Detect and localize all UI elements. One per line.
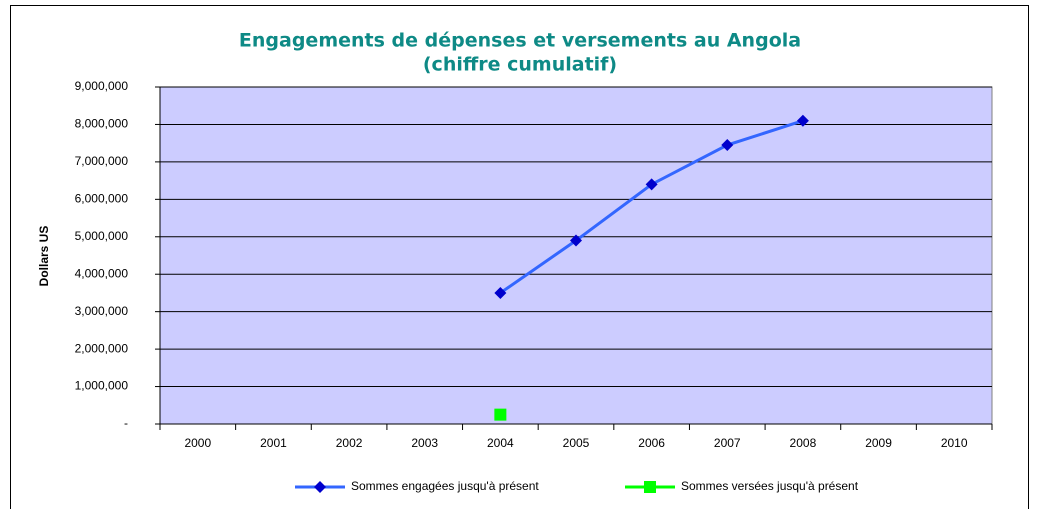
chart-title: (chiffre cumulatif) xyxy=(423,54,617,76)
y-tick-label: 7,000,000 xyxy=(75,154,129,168)
legend-label: Sommes versées jusqu'à présent xyxy=(681,479,859,493)
x-tick-label: 2009 xyxy=(865,436,892,450)
legend-marker xyxy=(644,481,656,493)
x-tick-label: 2007 xyxy=(714,436,741,450)
y-tick-label: 5,000,000 xyxy=(75,229,129,243)
x-tick-label: 2003 xyxy=(411,436,438,450)
chart-title: Engagements de dépenses et versements au… xyxy=(239,30,801,52)
data-point xyxy=(494,408,507,421)
x-tick-label: 2005 xyxy=(563,436,590,450)
plot-area xyxy=(159,86,993,425)
x-tick-label: 2010 xyxy=(941,436,968,450)
x-tick-label: 2008 xyxy=(790,436,817,450)
x-tick-label: 2004 xyxy=(487,436,514,450)
data-point xyxy=(494,286,507,299)
data-point xyxy=(721,139,734,152)
y-tick-label: - xyxy=(124,416,128,430)
x-tick-label: 2000 xyxy=(184,436,211,450)
y-tick-label: 3,000,000 xyxy=(75,304,129,318)
y-tick-label: 1,000,000 xyxy=(75,379,129,393)
y-tick-label: 6,000,000 xyxy=(75,192,129,206)
y-axis-label: Dollars US xyxy=(37,226,51,287)
x-tick-label: 2006 xyxy=(638,436,665,450)
y-tick-label: 4,000,000 xyxy=(75,266,129,280)
data-point xyxy=(645,178,658,191)
legend-marker xyxy=(314,481,326,493)
x-tick-label: 2002 xyxy=(336,436,363,450)
legend-label: Sommes engagées jusqu'à présent xyxy=(351,479,539,493)
data-point xyxy=(796,114,809,127)
y-tick-label: 9,000,000 xyxy=(75,79,129,93)
data-point xyxy=(570,234,582,247)
x-tick-label: 2001 xyxy=(260,436,287,450)
y-tick-label: 8,000,000 xyxy=(75,117,129,131)
y-tick-label: 2,000,000 xyxy=(75,341,129,355)
